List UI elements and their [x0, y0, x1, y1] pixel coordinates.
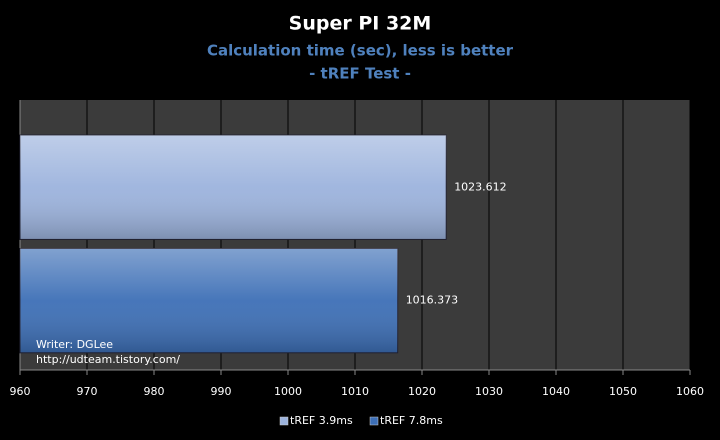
legend-swatch — [369, 416, 379, 426]
chart-title: Super PI 32M — [289, 13, 432, 35]
x-tick-label: 960 — [10, 385, 31, 398]
annotation: http://udteam.tistory.com/ — [36, 353, 180, 366]
annotation: Writer: DGLee — [36, 338, 113, 351]
bar-shine — [20, 135, 447, 240]
bar-shine — [20, 248, 398, 353]
x-tick-label: 1010 — [341, 385, 369, 398]
x-tick-label: 1000 — [274, 385, 302, 398]
x-tick-label: 1040 — [542, 385, 570, 398]
legend-label: tREF 7.8ms — [380, 414, 443, 427]
legend-label: tREF 3.9ms — [290, 414, 353, 427]
chart-subtitle: Calculation time (sec), less is better — [207, 42, 514, 60]
value-label: 1023.612 — [454, 180, 507, 193]
x-tick-label: 980 — [144, 385, 165, 398]
chart-subtitle: - tREF Test - — [309, 65, 411, 83]
x-tick-label: 970 — [77, 385, 98, 398]
x-tick-label: 1020 — [408, 385, 436, 398]
x-tick-label: 1030 — [475, 385, 503, 398]
x-tick-label: 1050 — [609, 385, 637, 398]
x-tick-label: 990 — [211, 385, 232, 398]
value-label: 1016.373 — [406, 294, 459, 307]
x-tick-label: 1060 — [676, 385, 704, 398]
legend-swatch — [279, 416, 289, 426]
